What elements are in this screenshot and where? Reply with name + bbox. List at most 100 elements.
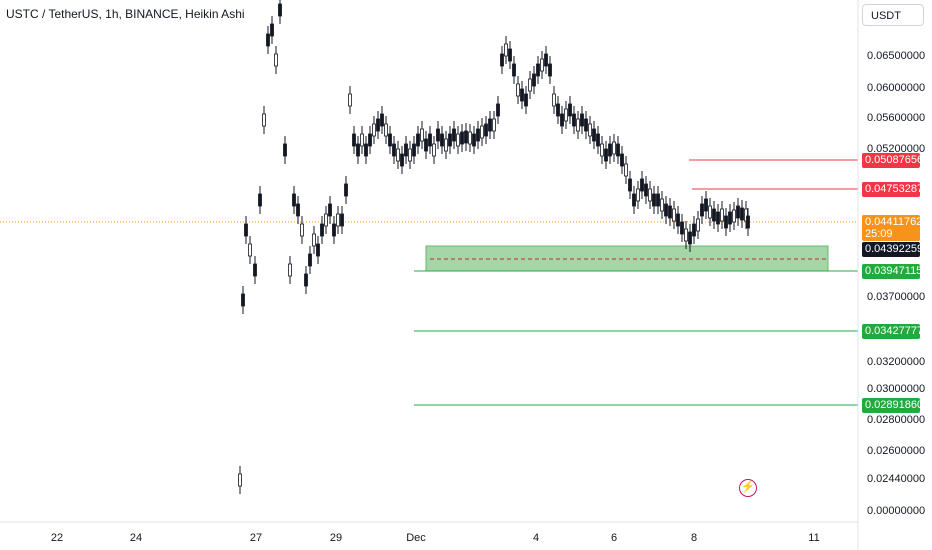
candle-body bbox=[612, 141, 616, 155]
candle-body bbox=[468, 131, 472, 145]
candle-body bbox=[672, 208, 676, 222]
candle-body bbox=[360, 133, 364, 147]
candle-body bbox=[328, 203, 332, 217]
candle-body bbox=[720, 208, 724, 222]
price-tick: 0.02440000 bbox=[867, 473, 926, 485]
candle-body bbox=[528, 78, 532, 92]
candle-body bbox=[238, 473, 242, 487]
candle-body bbox=[556, 103, 560, 117]
candle-body bbox=[292, 193, 296, 207]
candle-body bbox=[396, 148, 400, 162]
price-tick: 0.06500000 bbox=[867, 50, 926, 62]
candle-body bbox=[392, 143, 396, 157]
candle-body bbox=[628, 178, 632, 192]
chart-title: USTC / TetherUS, 1h, BINANCE, Heikin Ash… bbox=[6, 7, 245, 21]
candle-body bbox=[312, 233, 316, 247]
price-tick: 0.06000000 bbox=[867, 82, 926, 94]
candle-body bbox=[660, 198, 664, 212]
time-tick: 6 bbox=[610, 532, 618, 544]
candle-body bbox=[436, 128, 440, 142]
candle-body bbox=[420, 128, 424, 142]
time-tick: 8 bbox=[690, 532, 698, 544]
resistance-badge-1: 0.05087656 bbox=[862, 153, 923, 168]
candle-body bbox=[278, 3, 282, 17]
currency-selector[interactable]: USDT bbox=[862, 4, 924, 26]
candle-body bbox=[368, 133, 372, 147]
time-tick: 22 bbox=[50, 532, 64, 544]
candle-body bbox=[340, 213, 344, 227]
candle-body bbox=[456, 133, 460, 147]
candle-body bbox=[283, 143, 287, 157]
candle-body bbox=[296, 203, 300, 217]
candle-body bbox=[504, 43, 508, 57]
price-tick: 0.05600000 bbox=[867, 112, 926, 124]
candle-body bbox=[620, 153, 624, 167]
candle-body bbox=[688, 231, 692, 245]
last-price-badge: 0.04411762 25:09 bbox=[862, 215, 922, 241]
candle-body bbox=[496, 103, 500, 117]
candle-body bbox=[412, 143, 416, 157]
candle-body bbox=[262, 113, 266, 127]
candle-body bbox=[740, 207, 744, 221]
candle-body bbox=[600, 143, 604, 157]
candle-body bbox=[472, 133, 476, 147]
candle-body bbox=[596, 133, 600, 147]
candle-body bbox=[524, 93, 528, 107]
candle-body bbox=[304, 273, 308, 287]
candle-body bbox=[552, 93, 556, 107]
price-tick: 0.02600000 bbox=[867, 445, 926, 457]
candle-body bbox=[484, 123, 488, 137]
candle-body bbox=[576, 118, 580, 132]
candle-body bbox=[348, 93, 352, 107]
price-tick: 0.00000000 bbox=[867, 505, 926, 517]
candle-body bbox=[448, 133, 452, 147]
current-price-badge: 0.04392259 bbox=[862, 242, 923, 257]
support-badge-1: 0.03947115 bbox=[862, 264, 922, 279]
candle-body bbox=[512, 63, 516, 77]
candle-body bbox=[604, 148, 608, 162]
candle-body bbox=[716, 211, 720, 225]
price-tick: 0.03700000 bbox=[867, 291, 926, 303]
candle-body bbox=[308, 253, 312, 267]
candle-body bbox=[270, 23, 274, 37]
candle-body bbox=[568, 103, 572, 117]
price-tick: 0.03000000 bbox=[867, 383, 926, 395]
candle-body bbox=[248, 243, 252, 257]
candle-body bbox=[388, 133, 392, 147]
candle-body bbox=[356, 143, 360, 157]
candle-series bbox=[238, 0, 750, 494]
candle-body bbox=[344, 183, 348, 197]
candle-body bbox=[336, 213, 340, 227]
candle-body bbox=[544, 53, 548, 67]
candle-body bbox=[540, 58, 544, 72]
candle-body bbox=[712, 208, 716, 222]
candle-body bbox=[700, 203, 704, 217]
candle-body bbox=[632, 193, 636, 207]
candle-body bbox=[400, 153, 404, 167]
candle-body bbox=[408, 148, 412, 162]
candle-body bbox=[380, 113, 384, 127]
candle-body bbox=[464, 130, 468, 144]
candle-body bbox=[300, 223, 304, 237]
candle-body bbox=[384, 123, 388, 137]
candle-body bbox=[460, 131, 464, 145]
candle-body bbox=[332, 223, 336, 237]
candle-body bbox=[564, 108, 568, 122]
flash-icon[interactable]: ⚡ bbox=[739, 479, 757, 497]
candle-body bbox=[258, 193, 262, 207]
candle-body bbox=[548, 63, 552, 77]
candle-body bbox=[288, 263, 292, 277]
price-tick: 0.05200000 bbox=[867, 143, 926, 155]
candle-body bbox=[608, 143, 612, 157]
candle-body bbox=[492, 118, 496, 132]
candle-body bbox=[452, 128, 456, 142]
candle-body bbox=[624, 163, 628, 177]
candle-body bbox=[680, 221, 684, 235]
time-tick: Dec bbox=[406, 532, 426, 544]
candle-body bbox=[696, 218, 700, 232]
candle-body bbox=[536, 63, 540, 77]
candle-body bbox=[746, 215, 750, 229]
candle-body bbox=[652, 193, 656, 207]
candle-body bbox=[324, 213, 328, 227]
